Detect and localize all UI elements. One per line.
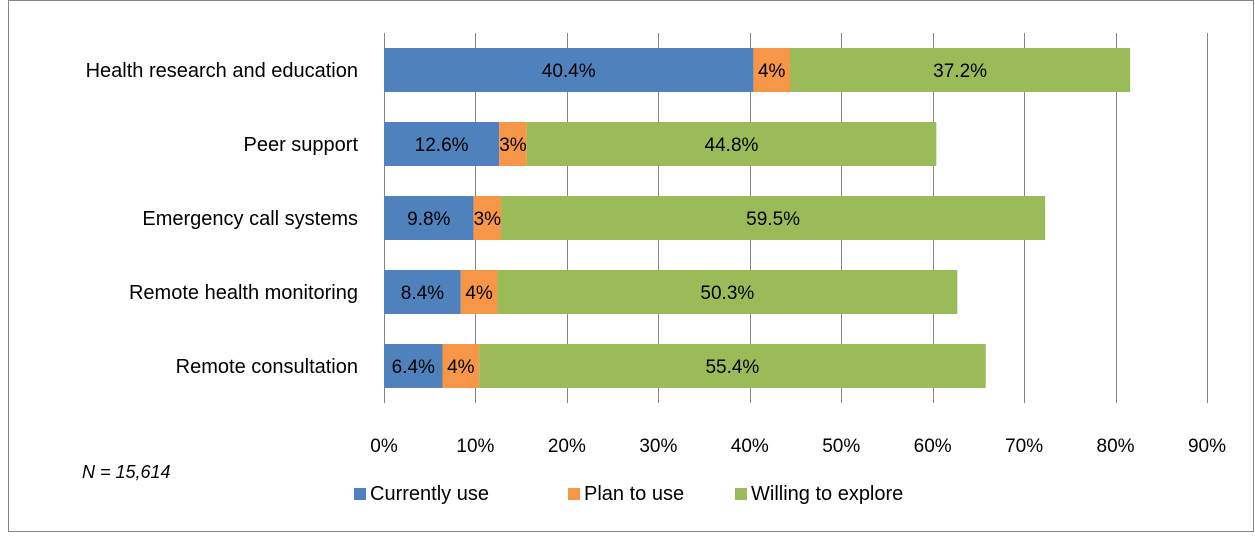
data-label-2-1: 3% — [474, 209, 502, 230]
legend-label-2: Willing to explore — [751, 483, 903, 505]
x-tick-label-3: 30% — [639, 436, 677, 457]
bar-4-1 — [442, 344, 480, 388]
data-label-0-0: 40.4% — [542, 61, 596, 82]
category-labels: Health research and education Peer suppor… — [86, 60, 359, 378]
legend-swatch-0 — [354, 488, 366, 500]
x-tick-label-1: 10% — [456, 436, 494, 457]
x-tick-label-8: 80% — [1097, 436, 1135, 457]
data-label-1-2: 44.8% — [705, 135, 759, 156]
data-label-3-1: 4% — [465, 283, 493, 304]
category-label-2: Emergency call systems — [142, 208, 358, 230]
bar-3-0 — [384, 270, 461, 314]
legend-label-1: Plan to use — [584, 483, 684, 505]
bar-1-2 — [526, 122, 937, 166]
legend-label-0: Currently use — [370, 483, 489, 505]
x-tick-label-5: 50% — [822, 436, 860, 457]
bar-2-1 — [473, 196, 502, 240]
legend: Currently use Plan to use Willing to explo… — [354, 483, 903, 505]
data-label-2-2: 59.5% — [746, 209, 800, 230]
x-tick-label-0: 0% — [370, 436, 398, 457]
sample-size-note: N = 15,614 — [82, 462, 171, 482]
grid-lines — [384, 33, 1208, 403]
x-axis-tick-labels: 0% 10% 20% 30% 40% 50% 60% 70% 80% 90% — [370, 436, 1226, 457]
data-label-4-1: 4% — [447, 357, 475, 378]
data-label-0-2: 37.2% — [933, 61, 987, 82]
category-label-3: Remote health monitoring — [129, 282, 358, 304]
bar-3-2 — [497, 270, 958, 314]
bars: 40.4% 4% 37.2% 12.6% 3% 44.8% 9.8% 3% 59.5% 8.4% 4… — [384, 48, 1131, 388]
bar-4-2 — [479, 344, 986, 388]
data-label-0-1: 4% — [758, 61, 786, 82]
legend-swatch-1 — [568, 488, 580, 500]
data-label-3-2: 50.3% — [700, 283, 754, 304]
x-tick-label-4: 40% — [731, 436, 769, 457]
bar-2-0 — [384, 196, 474, 240]
x-tick-label-7: 70% — [1005, 436, 1043, 457]
data-label-2-0: 9.8% — [407, 209, 450, 230]
x-tick-label-9: 90% — [1188, 436, 1226, 457]
bar-0-0 — [384, 48, 754, 92]
bar-0-2 — [790, 48, 1131, 92]
bar-2-2 — [501, 196, 1046, 240]
data-label-4-0: 6.4% — [392, 357, 435, 378]
data-label-1-0: 12.6% — [415, 135, 469, 156]
legend-swatch-2 — [735, 488, 747, 500]
category-label-4: Remote consultation — [176, 356, 358, 378]
x-tick-label-2: 20% — [548, 436, 586, 457]
data-label-4-2: 55.4% — [705, 357, 759, 378]
bar-1-0 — [384, 122, 500, 166]
bar-3-1 — [460, 270, 498, 314]
category-label-1: Peer support — [243, 134, 358, 156]
bar-4-0 — [384, 344, 443, 388]
bar-0-1 — [753, 48, 791, 92]
x-tick-label-6: 60% — [914, 436, 952, 457]
bar-1-1 — [499, 122, 527, 166]
data-label-3-0: 8.4% — [401, 283, 444, 304]
category-label-0: Health research and education — [86, 60, 358, 82]
data-label-1-1: 3% — [499, 135, 527, 156]
